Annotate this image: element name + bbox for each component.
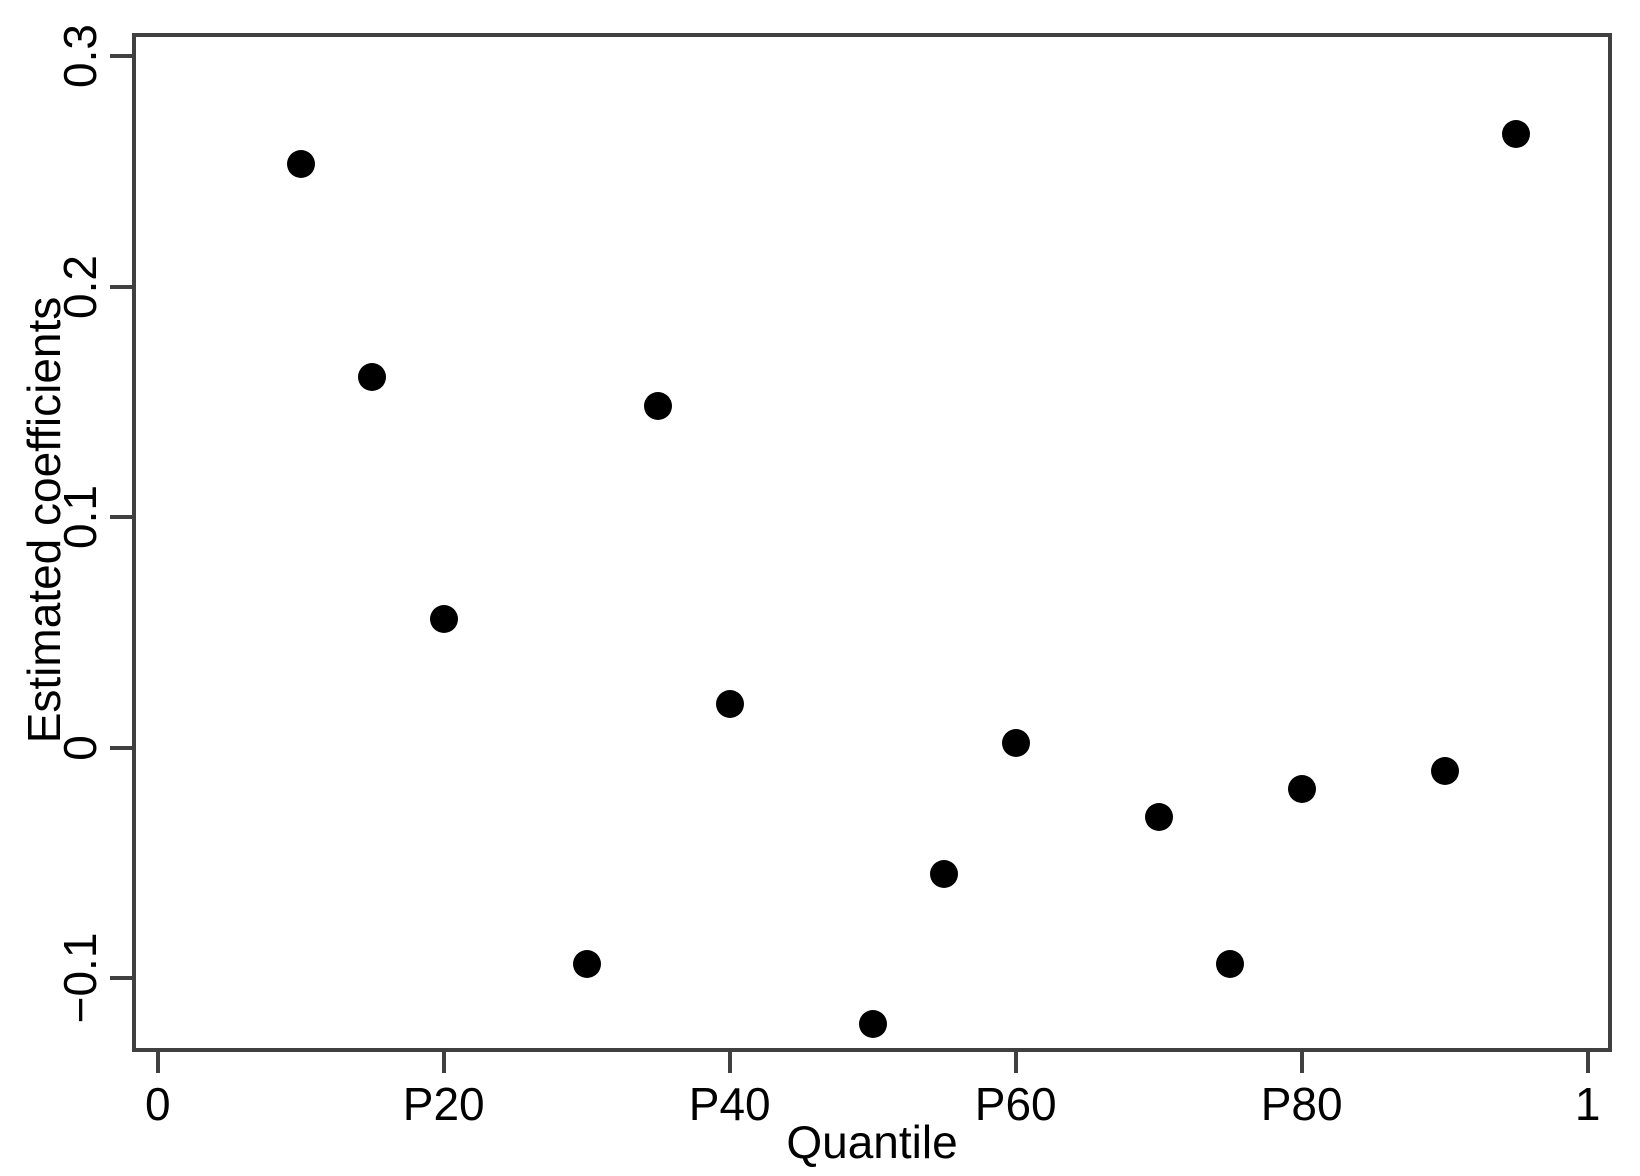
x-tick-mark: [441, 1052, 446, 1073]
data-point: [858, 1010, 887, 1039]
y-tick-mark: [110, 284, 132, 289]
data-point: [1144, 802, 1173, 831]
y-tick-mark: [110, 745, 132, 750]
data-point: [572, 950, 601, 979]
data-point: [715, 689, 744, 718]
data-point: [930, 860, 959, 889]
data-point: [1502, 120, 1531, 149]
data-point: [1430, 756, 1459, 785]
x-tick-label: P60: [974, 1078, 1057, 1130]
data-point: [1287, 775, 1316, 804]
x-tick-label: P40: [688, 1078, 771, 1130]
x-tick-label: P20: [402, 1078, 485, 1130]
y-tick-mark: [110, 976, 132, 981]
x-axis-label: Quantile: [786, 1116, 958, 1168]
plot-area: [132, 33, 1612, 1052]
x-tick-mark: [1013, 1052, 1018, 1073]
data-point: [644, 392, 673, 421]
y-tick-mark: [110, 515, 132, 520]
x-tick-label: P80: [1260, 1078, 1343, 1130]
y-tick-label: −0.1: [54, 932, 106, 1024]
y-tick-label: 0: [54, 734, 106, 761]
data-point: [1216, 950, 1245, 979]
y-tick-label: 0.3: [54, 24, 106, 89]
data-point: [286, 150, 315, 179]
y-tick-label: 0.1: [54, 485, 106, 550]
x-tick-mark: [155, 1052, 160, 1073]
y-tick-label: 0.2: [54, 254, 106, 319]
x-tick-mark: [727, 1052, 732, 1073]
data-point: [358, 362, 387, 391]
x-tick-label: 0: [144, 1078, 171, 1130]
data-point: [1001, 729, 1030, 758]
x-tick-mark: [1299, 1052, 1304, 1073]
x-tick-mark: [1585, 1052, 1590, 1073]
x-tick-label: 1: [1574, 1078, 1601, 1130]
y-tick-mark: [110, 54, 132, 59]
data-point: [429, 604, 458, 633]
